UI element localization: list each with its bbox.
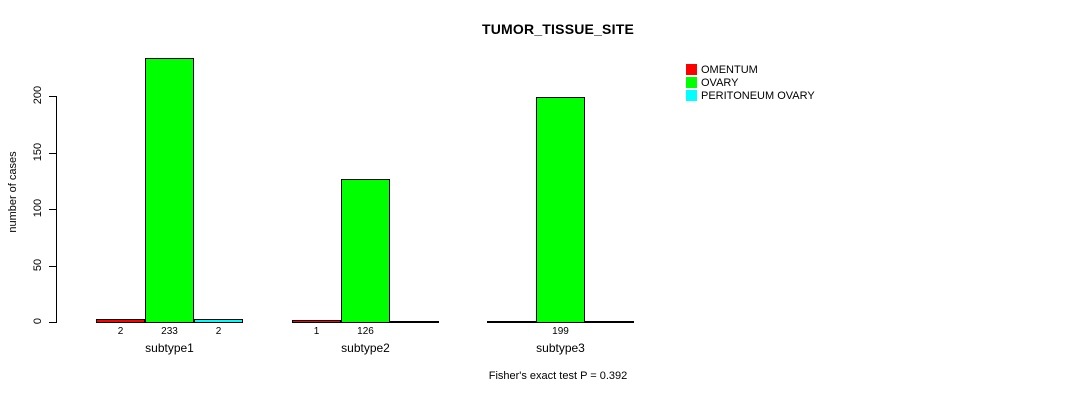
legend-swatch — [686, 64, 697, 75]
legend-swatch — [686, 77, 697, 88]
category-label-subtype1: subtype1 — [145, 341, 194, 355]
bar-ovary — [341, 179, 390, 323]
category-label-subtype3: subtype3 — [536, 341, 585, 355]
bar-peritoneum-ovary — [585, 321, 634, 323]
y-tick-mark — [49, 322, 56, 323]
y-tick-label: 50 — [32, 258, 44, 272]
y-tick-mark — [49, 96, 56, 97]
bar-value-label: 1 — [313, 326, 320, 337]
bar-omentum — [96, 319, 145, 323]
legend-item: OVARY — [686, 76, 815, 89]
category-label-subtype2: subtype2 — [341, 341, 390, 355]
y-tick-mark — [49, 153, 56, 154]
bar-value-label: 199 — [552, 326, 569, 337]
legend-label: OVARY — [701, 76, 739, 89]
bar-ovary — [145, 58, 194, 323]
bar-peritoneum-ovary — [194, 319, 243, 323]
bar-omentum — [292, 320, 341, 323]
legend-swatch — [686, 90, 697, 101]
bar-value-label: 233 — [161, 326, 178, 337]
bar-ovary — [536, 97, 585, 323]
y-axis-label: number of cases — [7, 151, 19, 233]
legend: OMENTUM OVARY PERITONEUM OVARY — [686, 63, 815, 102]
legend-label: PERITONEUM OVARY — [701, 89, 815, 102]
legend-item: PERITONEUM OVARY — [686, 89, 815, 102]
bar-value-label: 2 — [215, 326, 222, 337]
bar-value-label: 126 — [357, 326, 374, 337]
y-tick-label: 100 — [32, 198, 44, 218]
annotation-text: Fisher's exact test P = 0.392 — [488, 370, 628, 382]
legend-item: OMENTUM — [686, 63, 815, 76]
chart-title: TUMOR_TISSUE_SITE — [482, 21, 634, 37]
y-tick-mark — [49, 266, 56, 267]
bar-value-label: 2 — [117, 326, 124, 337]
y-axis-line — [56, 96, 57, 323]
y-tick-mark — [49, 209, 56, 210]
bar-peritoneum-ovary — [390, 321, 439, 323]
bar-omentum — [487, 321, 536, 323]
legend-label: OMENTUM — [701, 63, 758, 76]
y-tick-label: 200 — [32, 85, 44, 105]
y-tick-label: 150 — [32, 142, 44, 162]
y-tick-label: 0 — [32, 317, 44, 325]
